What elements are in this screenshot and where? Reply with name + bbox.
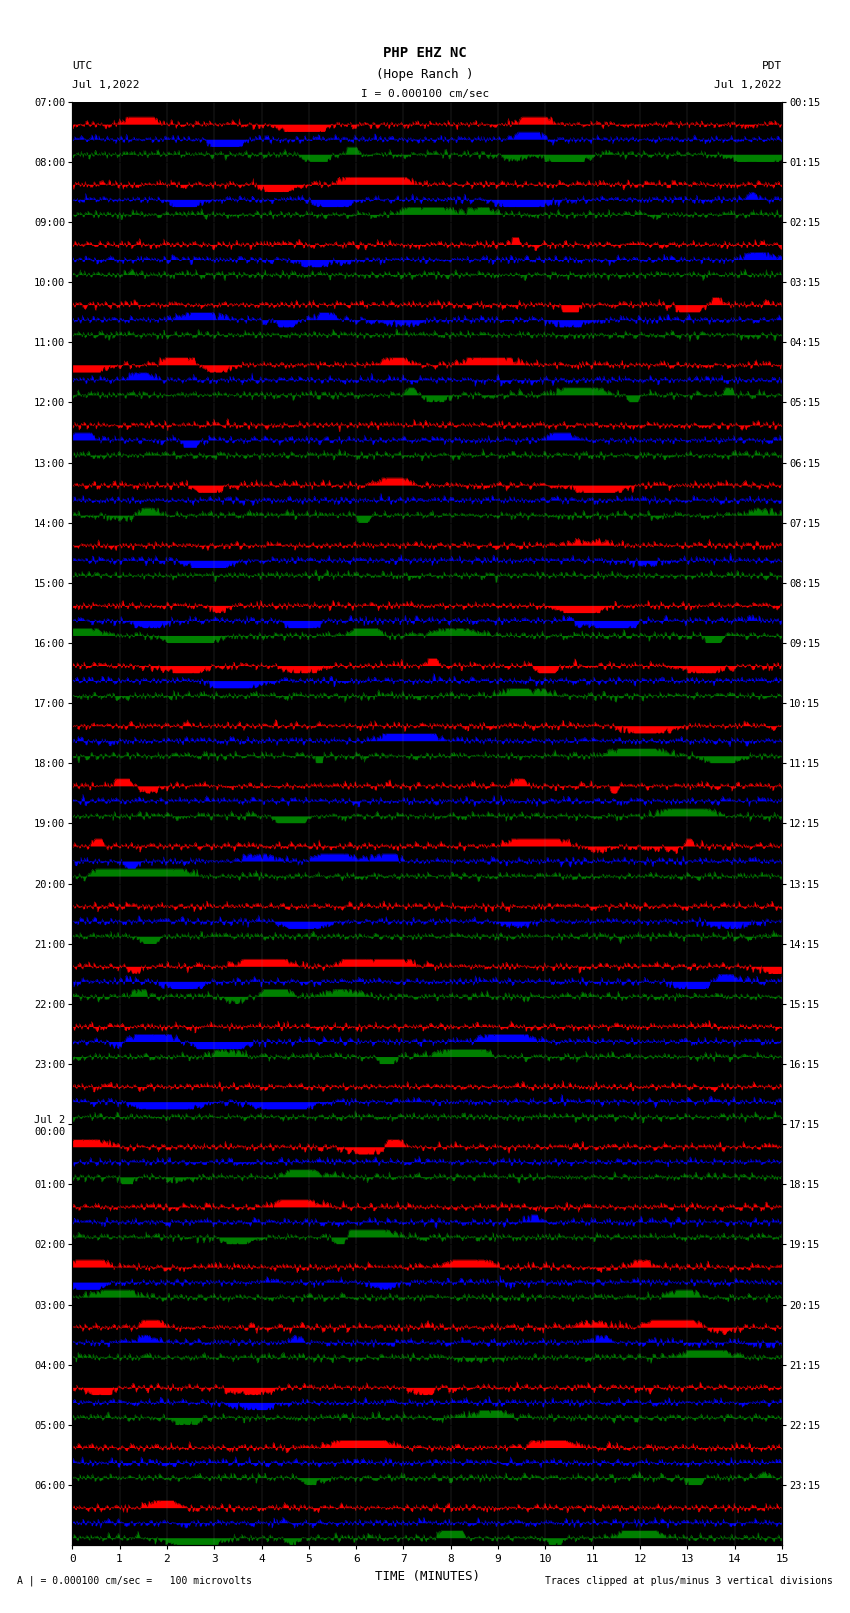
Text: Traces clipped at plus/minus 3 vertical divisions: Traces clipped at plus/minus 3 vertical …: [545, 1576, 833, 1586]
Text: (Hope Ranch ): (Hope Ranch ): [377, 68, 473, 81]
X-axis label: TIME (MINUTES): TIME (MINUTES): [375, 1569, 479, 1582]
Text: UTC: UTC: [72, 61, 93, 71]
Text: I = 0.000100 cm/sec: I = 0.000100 cm/sec: [361, 89, 489, 100]
Text: Jul 1,2022: Jul 1,2022: [715, 81, 782, 90]
Text: A | = 0.000100 cm/sec =   100 microvolts: A | = 0.000100 cm/sec = 100 microvolts: [17, 1576, 252, 1586]
Text: Jul 1,2022: Jul 1,2022: [72, 81, 139, 90]
Text: PHP EHZ NC: PHP EHZ NC: [383, 47, 467, 60]
Text: PDT: PDT: [762, 61, 782, 71]
